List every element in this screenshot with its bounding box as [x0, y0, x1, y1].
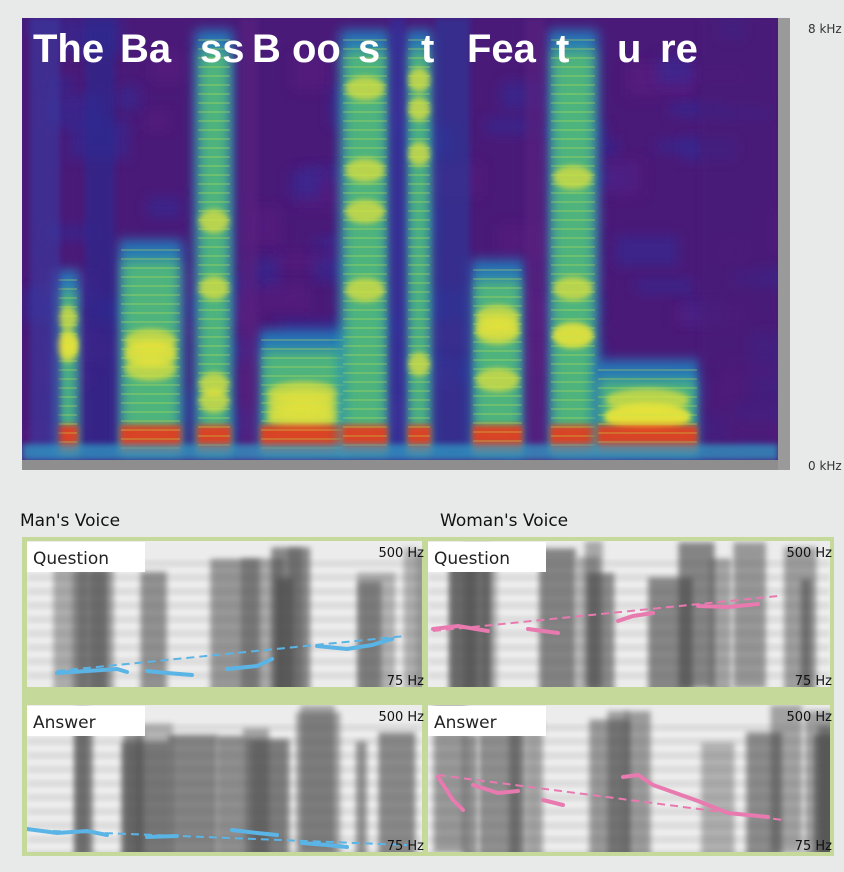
- harmonic: [428, 795, 830, 800]
- harmonic: [27, 781, 422, 786]
- bottom-freq: 75 Hz: [795, 839, 832, 854]
- pitch-contour: [147, 836, 177, 837]
- formant: [553, 165, 593, 189]
- harmonic: [27, 809, 422, 814]
- title-segment: Fea: [467, 27, 537, 71]
- harmonic: [428, 589, 830, 594]
- title-segment: re: [660, 27, 698, 71]
- harmonic: [27, 739, 422, 744]
- row-label: Question: [33, 549, 109, 569]
- gap: [525, 18, 545, 460]
- panel-title: Woman's Voice: [440, 511, 568, 531]
- bottom-freq: 75 Hz: [387, 674, 424, 689]
- formant: [345, 158, 385, 182]
- gap: [700, 18, 778, 460]
- harmonic: [27, 659, 422, 664]
- top-freq: 500 Hz: [786, 710, 832, 725]
- noise: [636, 279, 694, 293]
- formant: [58, 339, 78, 363]
- gap: [85, 18, 115, 460]
- noise: [147, 197, 181, 218]
- harmonic: [27, 575, 422, 580]
- top-freq-label: 8 kHz: [808, 22, 842, 36]
- title-segment: ss: [200, 27, 245, 71]
- harmonic: [27, 589, 422, 594]
- row-label: Question: [434, 549, 510, 569]
- noise: [144, 110, 170, 130]
- harmonic: [428, 673, 830, 678]
- harmonic: [428, 575, 830, 580]
- noise: [261, 283, 310, 312]
- floor: [22, 444, 778, 460]
- noise: [603, 159, 643, 196]
- panel-title: Man's Voice: [20, 511, 120, 531]
- noise: [315, 237, 341, 249]
- title-segment: u: [617, 27, 641, 71]
- noise: [657, 139, 692, 153]
- formant: [58, 306, 78, 330]
- top-freq: 500 Hz: [786, 546, 832, 561]
- harmonic: [428, 767, 830, 772]
- top-freq: 500 Hz: [378, 710, 424, 725]
- title-segment: t: [556, 27, 569, 71]
- noise: [615, 236, 678, 267]
- formant: [553, 322, 593, 346]
- gap: [240, 18, 258, 460]
- voice-spectrogram: Answer 500 Hz 75 Hz: [27, 705, 424, 872]
- formant: [408, 68, 430, 92]
- harmonic: [27, 767, 422, 772]
- harmonic: [428, 739, 830, 744]
- harmonic: [428, 837, 830, 842]
- harmonic: [27, 753, 422, 758]
- harmonic: [27, 617, 422, 622]
- formant: [476, 305, 520, 329]
- voice-spectrogram: Answer 500 Hz 75 Hz: [428, 705, 844, 872]
- title-segment: s: [358, 27, 380, 71]
- formant: [345, 76, 385, 100]
- gap: [390, 18, 405, 460]
- color-spectrogram: [22, 18, 813, 490]
- formant: [476, 368, 520, 392]
- formant: [553, 277, 593, 301]
- harmonic: [428, 781, 830, 786]
- harmonic: [428, 809, 830, 814]
- gap: [30, 18, 60, 460]
- harmonic: [27, 603, 422, 608]
- harmonic: [27, 673, 422, 678]
- voiced-band: [344, 50, 386, 450]
- bottom-freq: 75 Hz: [795, 674, 832, 689]
- harmonic: [428, 645, 830, 650]
- row-label: Answer: [33, 713, 96, 733]
- row-label: Answer: [434, 713, 497, 733]
- gap: [435, 18, 470, 460]
- voiced-band: [552, 50, 594, 450]
- time-scale: [22, 460, 778, 470]
- noise: [597, 140, 618, 157]
- noise: [117, 86, 140, 110]
- harmonic: [428, 603, 830, 608]
- figure: 8 kHz 0 kHz TheBassBoostFeature Man's Vo…: [0, 0, 844, 872]
- harmonic: [27, 631, 422, 636]
- harmonic: [428, 823, 830, 828]
- title-segment: t: [421, 27, 434, 71]
- formant: [408, 97, 430, 121]
- title-segment: Ba: [120, 27, 172, 71]
- title-segment: The: [33, 27, 104, 71]
- harmonic: [428, 753, 830, 758]
- formant: [345, 278, 385, 302]
- formant: [125, 344, 177, 368]
- top-freq: 500 Hz: [378, 546, 424, 561]
- bottom-freq-label: 0 kHz: [808, 459, 842, 473]
- harmonic: [27, 795, 422, 800]
- freq-scale: [778, 18, 790, 470]
- title-segment: oo: [292, 27, 341, 71]
- noise: [290, 170, 320, 199]
- title-segment: B: [252, 27, 281, 71]
- bottom-freq: 75 Hz: [387, 839, 424, 854]
- formant: [199, 276, 229, 300]
- harmonic: [27, 823, 422, 828]
- formant: [408, 142, 430, 166]
- harmonic: [428, 659, 830, 664]
